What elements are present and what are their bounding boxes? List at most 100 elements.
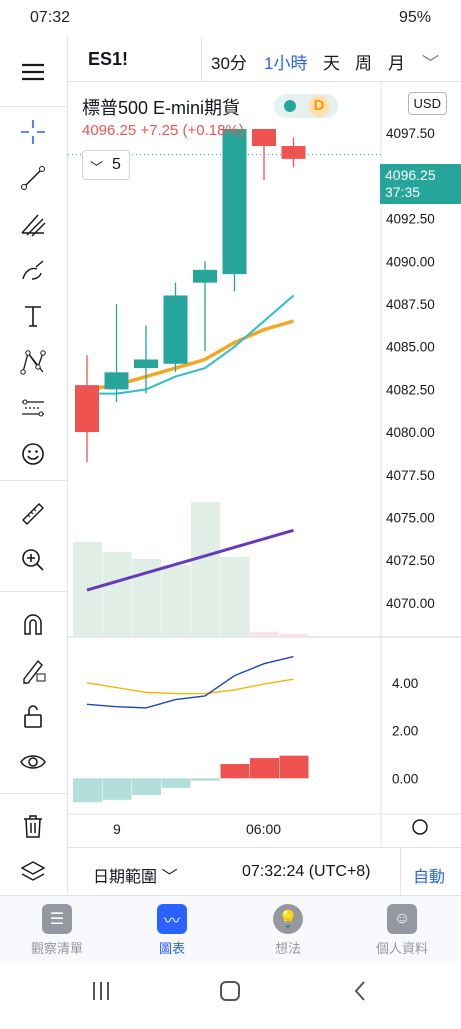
last-price-value: 4096.25 <box>385 167 436 183</box>
indicators-toggle[interactable]: ﹀ 5 <box>82 150 130 180</box>
nav-label: 想法 <box>274 941 301 956</box>
brush-icon[interactable] <box>10 250 56 290</box>
chart-canvas[interactable]: 4097.504095.004092.504090.004087.504085.… <box>68 82 461 847</box>
candle-body <box>163 295 188 364</box>
auto-scale-button[interactable]: 自動 <box>413 869 446 886</box>
price-tick-label: 4082.50 <box>386 382 435 397</box>
recents-icon[interactable] <box>93 982 109 1000</box>
ma-fast-line <box>87 294 295 395</box>
price-tick-label: 4097.50 <box>386 126 435 141</box>
timeframe-week[interactable]: 周 <box>355 54 372 73</box>
candle-body <box>104 372 129 390</box>
price-tick-label: 4085.00 <box>386 340 435 355</box>
volume-ma-line <box>86 528 294 592</box>
magnet-icon[interactable] <box>10 604 56 644</box>
date-range-button[interactable]: 日期範圍 ﹀ <box>93 863 177 887</box>
unlock-icon[interactable] <box>10 696 56 736</box>
status-battery: 95% <box>398 9 431 26</box>
date-range-label: 日期範圍 <box>93 869 158 886</box>
layers-icon[interactable] <box>10 852 56 892</box>
system-nav-bar <box>0 961 461 1024</box>
candle-body <box>134 359 158 369</box>
ruler-icon[interactable] <box>10 494 56 534</box>
legend-change: 4096.25 +7.25 (+0.18%) <box>82 122 244 139</box>
time-tick-label: 06:00 <box>246 821 281 837</box>
volume-bar <box>250 632 279 637</box>
menu-icon[interactable] <box>10 52 56 92</box>
histogram-bar <box>102 778 132 800</box>
candle-body <box>252 128 276 147</box>
volume-bar <box>191 502 220 637</box>
delayed-badge: D <box>308 95 330 117</box>
volume-bar <box>220 557 250 637</box>
chevron-down-icon: ﹀ <box>161 869 178 886</box>
chart-area[interactable]: 4097.504095.004092.504090.004087.504085.… <box>68 82 461 847</box>
legend-title: 標普500 E-mini期貨 <box>82 98 241 118</box>
histogram-bar <box>161 778 191 788</box>
settings-icon[interactable] <box>412 819 428 835</box>
symbol-button[interactable]: ES1! <box>88 49 129 69</box>
timeframe-1h[interactable]: 1小時 <box>264 54 308 73</box>
timeframe-30m[interactable]: 30分 <box>211 54 247 73</box>
histogram-bar <box>250 758 279 779</box>
home-icon[interactable] <box>220 981 240 1001</box>
nav-watchlist[interactable]: ☰ 觀察清單 <box>12 904 102 957</box>
status-bar: 07:32 95% <box>0 0 461 36</box>
volume-bar <box>279 634 309 637</box>
nav-profile[interactable]: ☺ 個人資料 <box>357 904 447 957</box>
currency-button[interactable]: USD <box>407 92 447 115</box>
pattern-icon[interactable] <box>10 342 56 382</box>
nav-ideas[interactable]: 💡 想法 <box>243 904 333 957</box>
price-tick-label: 4087.50 <box>386 297 435 312</box>
signal-line <box>86 678 294 695</box>
price-tick-label: 4075.00 <box>386 510 435 525</box>
crosshair-icon[interactable] <box>10 112 56 152</box>
chart-footer: 日期範圍 ﹀ 07:32:24 (UTC+8) 自動 <box>68 847 461 896</box>
nav-chart[interactable]: 〰 圖表 <box>127 904 217 957</box>
nav-label: 圖表 <box>158 941 185 956</box>
profile-icon: ☺ <box>387 904 417 934</box>
histogram-bar <box>220 764 250 779</box>
timezone-clock[interactable]: 07:32:24 (UTC+8) <box>242 863 371 880</box>
last-price-label: 4096.25 37:35 <box>380 164 461 204</box>
histogram-bar <box>191 778 220 781</box>
chevron-down-icon[interactable]: ﹀ <box>422 54 439 73</box>
volume-bar <box>102 552 132 637</box>
candle-body <box>222 128 247 275</box>
timeframe-month[interactable]: 月 <box>388 54 405 73</box>
legend-change-pct: (+0.18%) <box>182 122 244 139</box>
fib-icon[interactable] <box>10 204 56 244</box>
indicator-count: 5 <box>112 156 121 173</box>
histogram-bar <box>132 778 161 796</box>
histogram-bar <box>279 755 309 779</box>
trash-icon[interactable] <box>10 806 56 846</box>
macd-line <box>86 655 294 709</box>
candle-body <box>75 385 99 433</box>
market-open-icon <box>284 100 296 112</box>
eye-icon[interactable] <box>10 742 56 782</box>
back-icon[interactable] <box>354 981 365 1001</box>
zoom-in-icon[interactable] <box>10 540 56 580</box>
chart-header: ES1! 30分 1小時 天 周 月 ﹀ <box>68 36 461 82</box>
emoji-icon[interactable] <box>10 434 56 474</box>
candle-body <box>281 146 306 159</box>
nav-label: 個人資料 <box>375 941 428 956</box>
price-tick-label: 4072.50 <box>386 553 435 568</box>
chevron-down-icon: ﹀ <box>90 160 104 175</box>
timeframe-day[interactable]: 天 <box>323 54 340 73</box>
text-icon[interactable] <box>10 296 56 336</box>
status-time: 07:32 <box>30 9 71 26</box>
volume-bar <box>161 565 191 637</box>
oscillator-tick-label: 2.00 <box>392 724 418 739</box>
market-status-badge[interactable]: D <box>274 94 338 118</box>
oscillator-tick-label: 4.00 <box>392 676 418 691</box>
price-tick-label: 4092.50 <box>386 212 435 227</box>
trend-line-icon[interactable] <box>10 158 56 198</box>
price-tick-label: 4080.00 <box>386 425 435 440</box>
nav-label: 觀察清單 <box>30 941 83 956</box>
prediction-icon[interactable] <box>10 388 56 428</box>
oscillator-tick-label: 0.00 <box>392 771 418 786</box>
lock-drawing-icon[interactable] <box>10 650 56 690</box>
price-tick-label: 4090.00 <box>386 254 435 269</box>
bottom-nav: ☰ 觀察清單 〰 圖表 💡 想法 ☺ 個人資料 <box>0 895 461 961</box>
